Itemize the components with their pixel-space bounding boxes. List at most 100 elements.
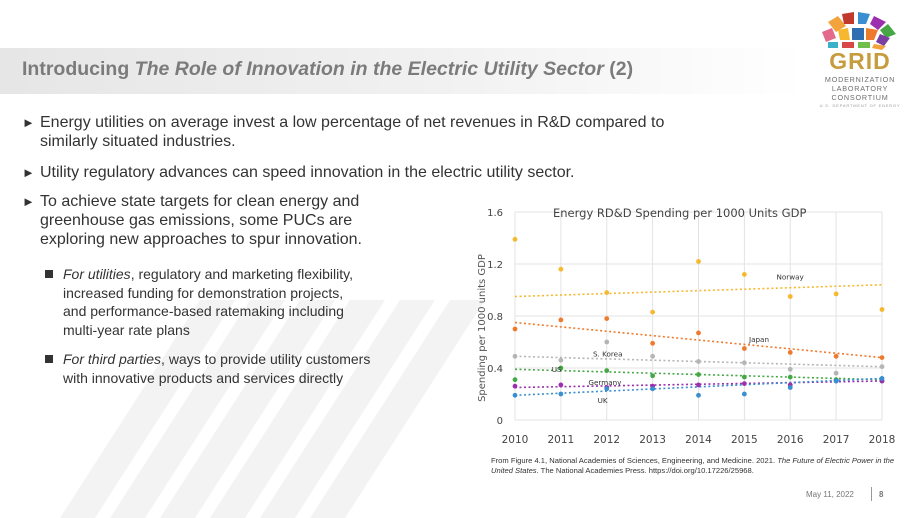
x-tick-label: 2010 — [502, 434, 529, 446]
point-norway — [787, 294, 793, 299]
logo-line-2: LABORATORY — [831, 84, 889, 93]
bullet-1-line-2: similarly situated industries. — [40, 133, 236, 150]
bullet-1-line-1: Energy utilities on average invest a low… — [40, 114, 665, 131]
y-tick-label: 0 — [497, 416, 503, 427]
x-tick-label: 2016 — [777, 434, 804, 446]
rdd-spending-chart: Norway Japan S. Korea Germany US UK 0 0.4 0.8 1.… — [477, 206, 896, 446]
point-norway — [879, 307, 885, 312]
point-us — [696, 382, 701, 388]
point-uk — [696, 392, 701, 398]
chart-points — [512, 236, 885, 398]
sub-bullet-1-line-3: and performance-based ratemaking includi… — [63, 303, 344, 319]
point-norway — [833, 291, 839, 297]
x-tick-label: 2012 — [593, 434, 620, 446]
logo-line-3: CONSORTIUM — [831, 93, 889, 102]
chart-y-axis-label: Spending per 1000 units GDP — [477, 254, 488, 402]
title-band — [0, 48, 805, 94]
trendline-japan — [514, 321, 883, 359]
point-norway — [741, 272, 747, 277]
footer-divider — [871, 487, 872, 501]
point-germany — [696, 372, 701, 377]
point-uk — [604, 386, 610, 392]
point-germany — [512, 377, 518, 383]
point-germany — [787, 374, 793, 380]
chart-y-ticks: 0 0.4 0.8 1.2 1.6 — [487, 208, 503, 427]
point-japan — [558, 317, 564, 323]
point-japan — [512, 326, 518, 332]
x-tick-label: 2018 — [869, 434, 896, 446]
point-us — [558, 382, 564, 388]
x-tick-label: 2017 — [823, 434, 850, 446]
point-skorea — [696, 359, 701, 364]
sub-bullet-1-line-4: multi-year rate plans — [63, 321, 190, 338]
point-uk — [558, 391, 564, 397]
series-label-skorea: S. Korea — [593, 349, 623, 358]
x-tick-label: 2015 — [731, 434, 758, 446]
bullet-arrow-icon: ► — [22, 194, 35, 209]
sub-bullet-2-lead: For third parties — [63, 351, 162, 367]
x-tick-label: 2014 — [685, 434, 712, 446]
square-bullet-icon — [45, 355, 53, 363]
figure-citation: From Figure 4.1, National Academies of S… — [491, 456, 895, 475]
series-label-germany: Germany — [588, 378, 622, 387]
series-label-japan: Japan — [748, 335, 769, 344]
point-us — [512, 383, 518, 389]
series-label-norway: Norway — [776, 273, 804, 282]
chart-series-labels: Norway Japan S. Korea Germany US UK — [552, 273, 805, 406]
point-skorea — [879, 364, 885, 370]
logo-fine-print: U.S. DEPARTMENT OF ENERGY — [819, 103, 901, 108]
logo-line-1: MODERNIZATION — [824, 75, 896, 84]
chart-gridlines — [514, 211, 883, 421]
point-germany — [741, 374, 747, 380]
point-japan — [604, 316, 610, 321]
trendline-uk — [514, 377, 883, 397]
chart-x-ticks: 2010 2011 2012 2013 2014 2015 2016 2017 2018 — [502, 434, 896, 446]
footer-date: May 11, 2022 — [806, 490, 854, 499]
sub-bullet-1-lead: For utilities — [63, 266, 131, 282]
bullet-2-line-1: Utility regulatory advances can speed in… — [40, 164, 575, 181]
sub-bullet-1-line-2: increased funding for demonstration proj… — [63, 284, 344, 301]
series-label-us: US — [552, 365, 562, 374]
point-us — [741, 381, 747, 386]
page-number: 8 — [879, 490, 884, 499]
slide-title: Introducing The Role of Innovation in th… — [22, 58, 634, 80]
point-japan — [787, 350, 793, 355]
point-skorea — [741, 360, 747, 366]
bullet-3-line-1: To achieve state targets for clean energ… — [40, 193, 360, 210]
y-tick-label: 0.8 — [487, 312, 503, 323]
point-uk — [741, 391, 747, 397]
point-skorea — [604, 339, 610, 345]
point-germany — [558, 365, 564, 371]
square-bullet-icon — [45, 270, 53, 278]
sub-bullet-1-line-1: , regulatory and marketing flexibility, — [130, 266, 353, 282]
bullet-3-line-2: greenhouse gas emissions, some PUCs are — [40, 212, 353, 229]
point-japan — [696, 330, 701, 336]
y-tick-label: 1.6 — [487, 208, 503, 219]
bullet-arrow-icon: ► — [22, 115, 35, 130]
logo-wordmark: GRID — [829, 48, 891, 74]
x-tick-label: 2011 — [548, 434, 575, 446]
point-norway — [650, 309, 656, 315]
point-japan — [741, 346, 747, 351]
point-uk — [833, 378, 839, 384]
sub-bullet-2-line-1: , ways to provide utility customers — [161, 351, 371, 367]
bullet-3-line-3: exploring new approaches to spur innovat… — [40, 231, 362, 248]
point-norway — [512, 236, 518, 242]
point-skorea — [650, 353, 656, 359]
point-uk — [512, 392, 518, 398]
x-tick-label: 2013 — [639, 434, 666, 446]
point-germany — [604, 368, 610, 373]
point-uk — [650, 386, 656, 392]
y-tick-label: 0.4 — [487, 364, 503, 375]
point-japan — [879, 355, 885, 360]
point-norway — [558, 266, 564, 272]
chart-title: Energy RD&D Spending per 1000 Units GDP — [553, 206, 806, 220]
point-uk — [787, 385, 793, 390]
grid-consortium-logo — [822, 12, 896, 50]
bullet-arrow-icon: ► — [22, 165, 35, 180]
point-japan — [833, 353, 839, 359]
point-japan — [650, 340, 656, 346]
point-norway — [696, 259, 701, 264]
sub-bullet-2-line-2: with innovative products and services di… — [63, 369, 344, 386]
